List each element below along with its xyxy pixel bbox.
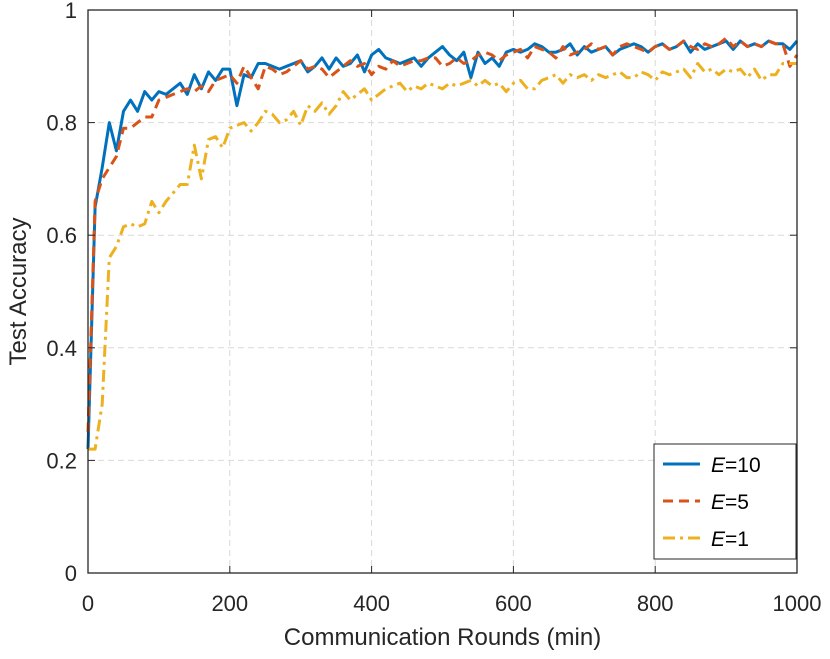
legend-entry: E=5	[711, 491, 749, 514]
series-lines	[86, 36, 799, 451]
axis-ticks: 0 200 400 600 800 1000 0 0.2 0.4 0.6 0.8 1	[46, 0, 821, 616]
y-tick-label: 0.6	[46, 223, 77, 248]
y-axis-title: Test Accuracy	[5, 217, 32, 365]
y-tick-label: 1	[65, 0, 77, 23]
series-line-e-5	[86, 36, 799, 433]
x-axis-title: Communication Rounds (min)	[284, 624, 601, 651]
x-tick-label: 200	[211, 591, 248, 616]
y-tick-label: 0.8	[46, 111, 77, 136]
y-tick-label: 0.2	[46, 448, 77, 473]
x-tick-label: 600	[495, 591, 532, 616]
legend-entry: E=10	[711, 454, 761, 477]
series-line-e-1	[88, 62, 797, 451]
x-tick-label: 0	[82, 591, 94, 616]
legend: E=10 E=5 E=1	[653, 443, 797, 560]
x-tick-label: 800	[637, 591, 674, 616]
y-tick-label: 0.4	[46, 336, 77, 361]
x-tick-label: 1000	[773, 591, 822, 616]
y-tick-label: 0	[65, 561, 77, 586]
plot-frame	[87, 9, 798, 574]
legend-entry: E=1	[711, 528, 749, 551]
x-tick-label: 400	[353, 591, 390, 616]
